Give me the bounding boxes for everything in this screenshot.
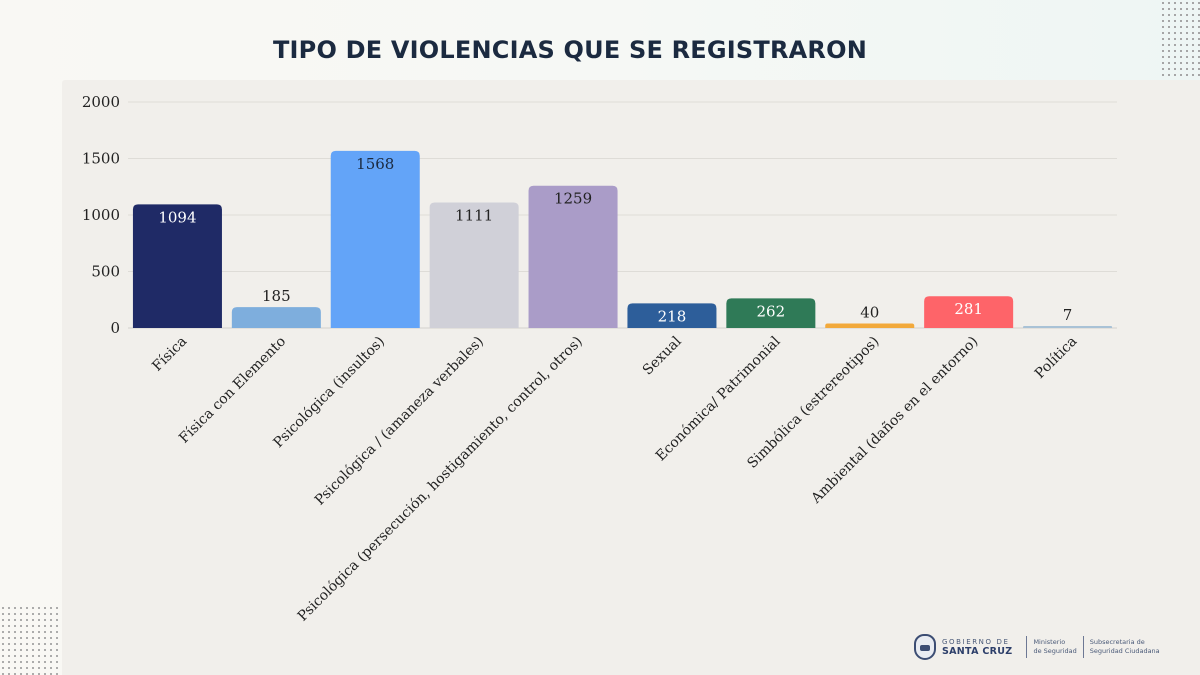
category-label: Psicológica (insultos) [270, 334, 388, 452]
subsecretary-line1: Subsecretaria de [1089, 638, 1145, 646]
decorative-dots-bottom-left [0, 605, 62, 675]
subsecretary-line2: Seguridad Ciudadana [1089, 647, 1160, 655]
bar [330, 150, 420, 328]
y-tick-label: 1000 [82, 206, 120, 224]
bar [132, 204, 222, 328]
bar-value-labels: 1094 185 1568 1111 1259 218 262 40 281 7 [158, 155, 1072, 326]
bar [429, 202, 519, 328]
bar-value-label: 262 [757, 302, 786, 320]
category-label: Física [149, 334, 190, 375]
bar [1023, 326, 1113, 328]
divider [1026, 636, 1028, 658]
y-axis-ticks: 0 500 1000 1500 2000 [82, 93, 120, 337]
bar [726, 298, 816, 328]
gov-logo-text: GOBIERNO DE SANTA CRUZ [942, 637, 1012, 657]
gov-main-text: SANTA CRUZ [942, 646, 1013, 657]
bar-value-label: 1094 [158, 208, 196, 226]
santa-cruz-emblem-icon [914, 634, 936, 660]
y-tick-label: 1500 [82, 150, 120, 168]
category-label: Política [1032, 334, 1080, 382]
bar-value-label: 1568 [356, 155, 394, 173]
chart-title: TIPO DE VIOLENCIAS QUE SE REGISTRARON [272, 36, 868, 64]
ministry-line1: Ministerio [1033, 638, 1066, 646]
footer-logos: GOBIERNO DE SANTA CRUZ Ministerio de Seg… [914, 632, 1160, 662]
bar [231, 307, 321, 328]
decorative-dots-top-right [1160, 0, 1200, 82]
bars [132, 150, 1113, 328]
bar [528, 185, 618, 328]
ministry-text: Ministerio de Seguridad [1033, 638, 1076, 656]
y-tick-label: 2000 [82, 93, 120, 111]
bar-value-label: 1111 [455, 206, 493, 224]
category-label: Física con Elemento [176, 334, 289, 447]
category-label: Sexual [640, 333, 685, 378]
bar [627, 303, 717, 328]
bar-value-label: 281 [954, 300, 983, 318]
y-tick-label: 500 [91, 263, 120, 281]
bar-value-label: 218 [658, 307, 687, 325]
bar-value-label: 7 [1063, 306, 1073, 324]
ministry-line2: de Seguridad [1033, 647, 1077, 655]
bar-value-label: 185 [262, 287, 291, 305]
bar-value-label: 40 [860, 303, 879, 321]
y-tick-label: 0 [110, 319, 120, 337]
bar-value-label: 1259 [554, 190, 592, 208]
subsecretary-text: Subsecretaria de Seguridad Ciudadana [1090, 638, 1160, 656]
bar [825, 323, 915, 328]
divider [1082, 636, 1084, 658]
gov-top-text: GOBIERNO DE [942, 638, 1010, 646]
category-label: Ambiental (daños en el entorno) [808, 334, 982, 508]
bar [924, 296, 1014, 328]
chart-panel [62, 80, 1200, 675]
category-label: Psicológica / (amaneza verbales) [312, 334, 487, 509]
